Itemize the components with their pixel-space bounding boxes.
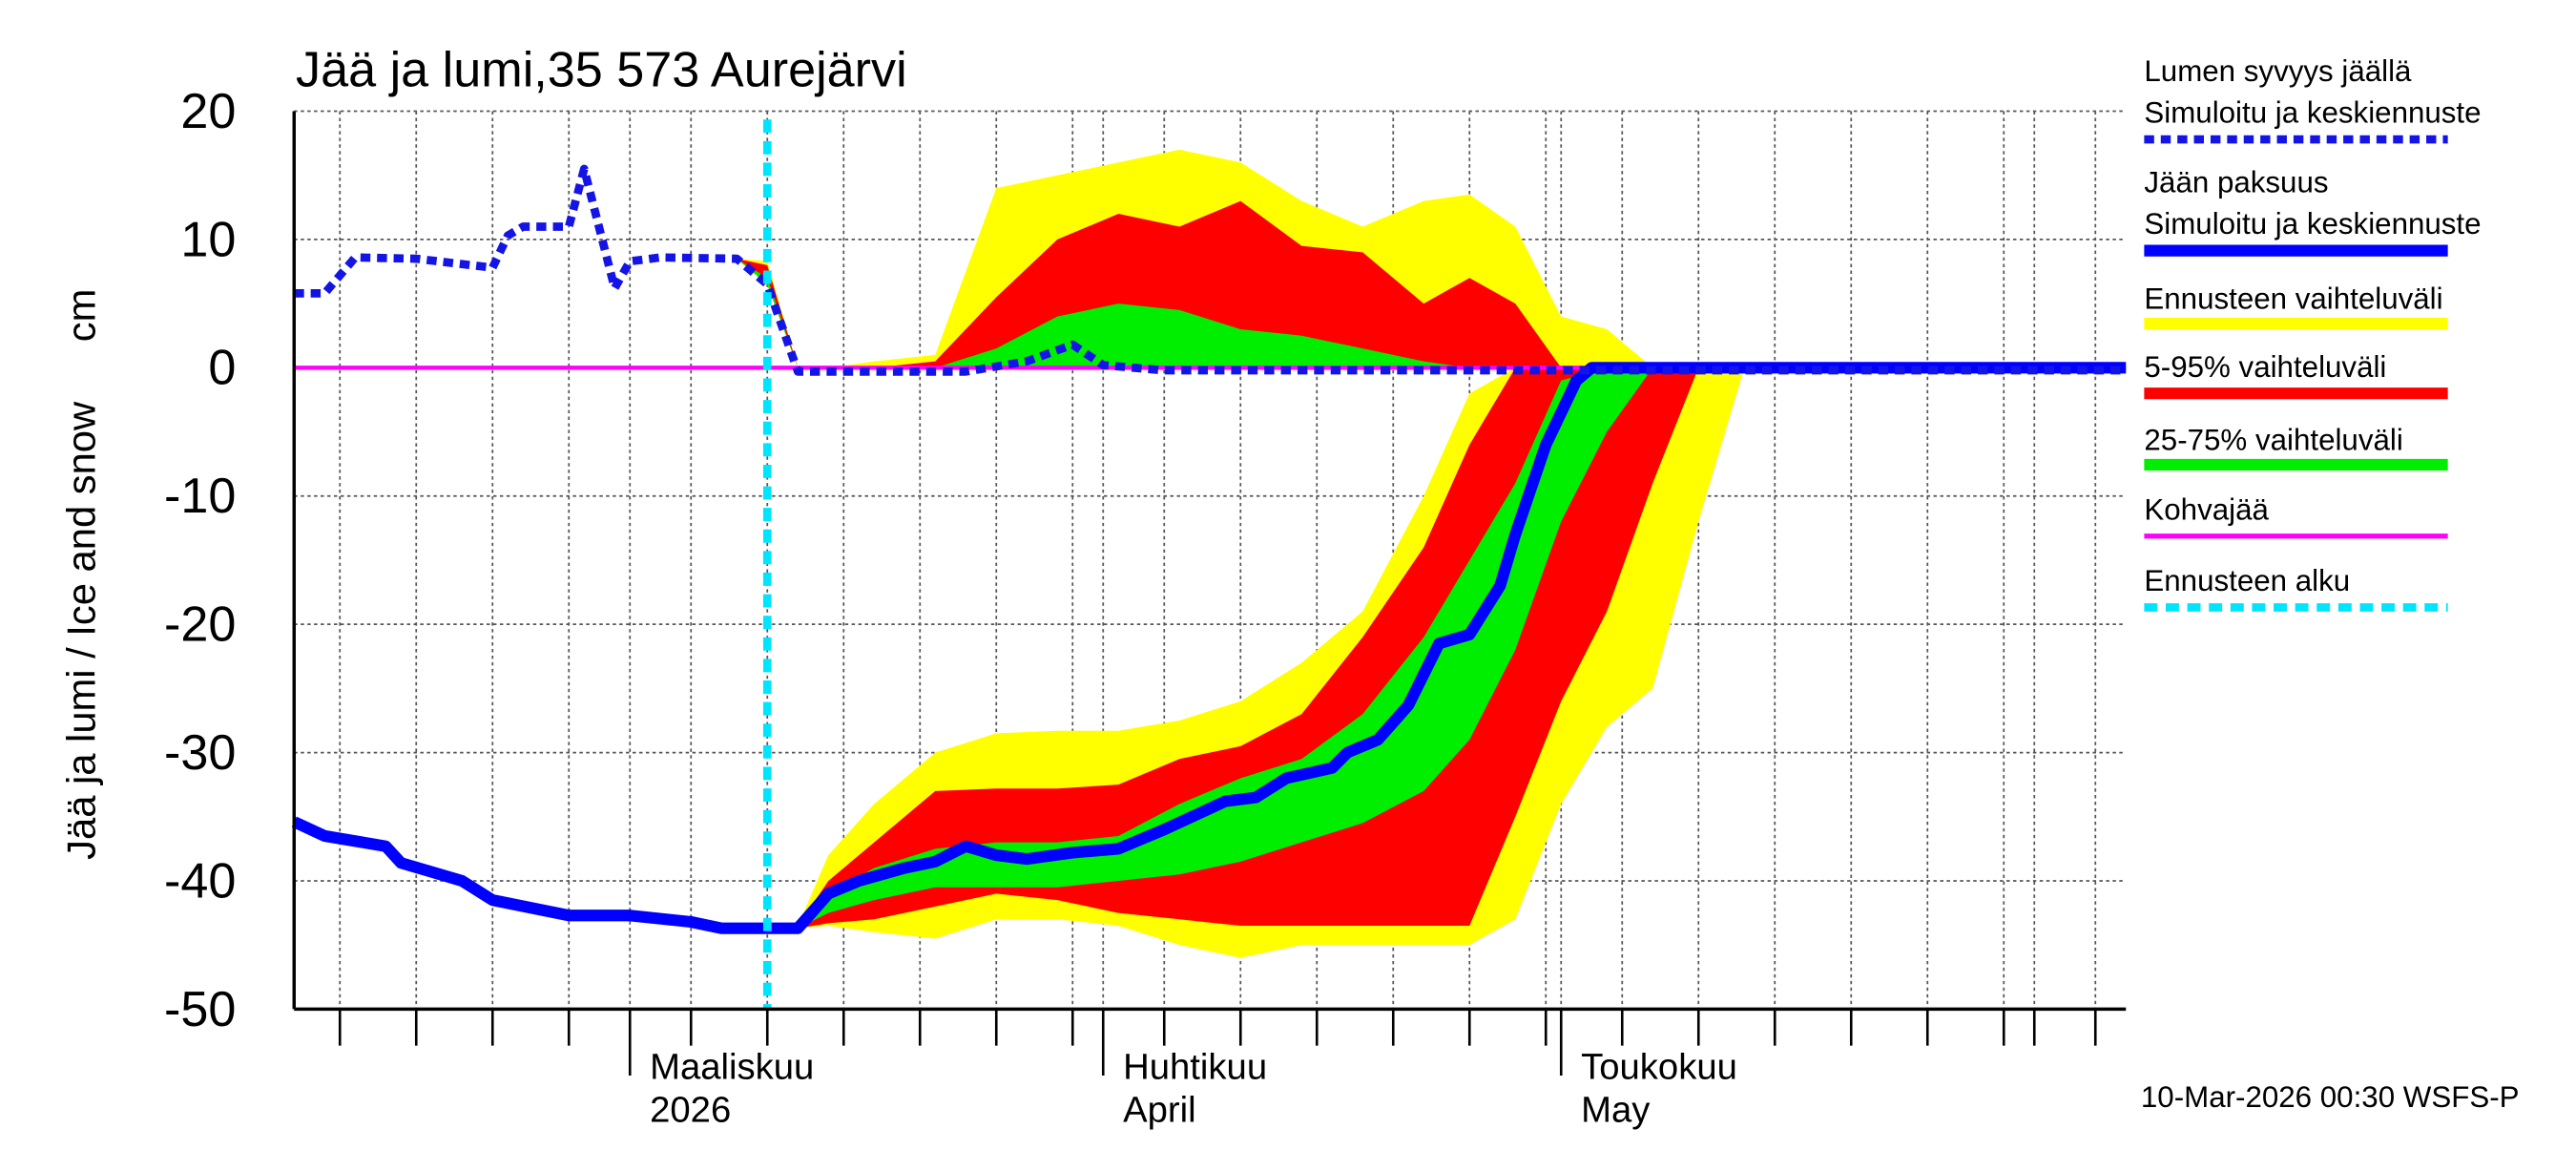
y-tick-label: -20 bbox=[164, 597, 236, 653]
legend-label: 5-95% vaihteluväli bbox=[2144, 350, 2386, 384]
legend-label: Simuloitu ja keskiennuste bbox=[2144, 96, 2481, 130]
y-tick-label: -10 bbox=[164, 469, 236, 524]
x-tick-label: Huhtikuu April bbox=[1123, 1046, 1267, 1130]
y-axis-label: Jää ja lumi / Ice and snow bbox=[59, 401, 104, 860]
y-tick-label: 0 bbox=[208, 341, 236, 396]
chart-title: Jää ja lumi,35 573 Aurejärvi bbox=[296, 42, 907, 97]
footer: 10-Mar-2026 00:30 WSFS-P bbox=[2141, 1080, 2520, 1114]
band-area bbox=[767, 367, 1745, 929]
y-tick-label: 10 bbox=[180, 212, 236, 267]
legend-label: Kohvajää bbox=[2144, 492, 2269, 526]
y-tick-label: -40 bbox=[164, 853, 236, 909]
band-area bbox=[737, 200, 1653, 368]
series-line bbox=[291, 362, 2127, 934]
band-area bbox=[767, 367, 1745, 929]
legend-label: 25-75% vaihteluväli bbox=[2144, 423, 2402, 456]
legend-label: Ennusteen alku bbox=[2144, 564, 2350, 597]
x-tick-label: Maaliskuu 2026 bbox=[650, 1046, 814, 1130]
legend-label: Ennusteen vaihteluväli bbox=[2144, 282, 2442, 315]
series-line bbox=[294, 164, 2127, 376]
y-tick-label: -50 bbox=[164, 982, 236, 1037]
legend-label: Lumen syvyys jäällä bbox=[2144, 54, 2412, 88]
x-tick-label: Toukokuu May bbox=[1581, 1046, 1737, 1130]
band-area bbox=[737, 259, 1653, 368]
y-tick-label: 20 bbox=[180, 84, 236, 139]
legend-label: Simuloitu ja keskiennuste bbox=[2144, 207, 2481, 240]
legend-label: Jään paksuus bbox=[2144, 166, 2328, 199]
y-tick-label: -30 bbox=[164, 725, 236, 781]
y-axis-unit: cm bbox=[59, 289, 104, 343]
